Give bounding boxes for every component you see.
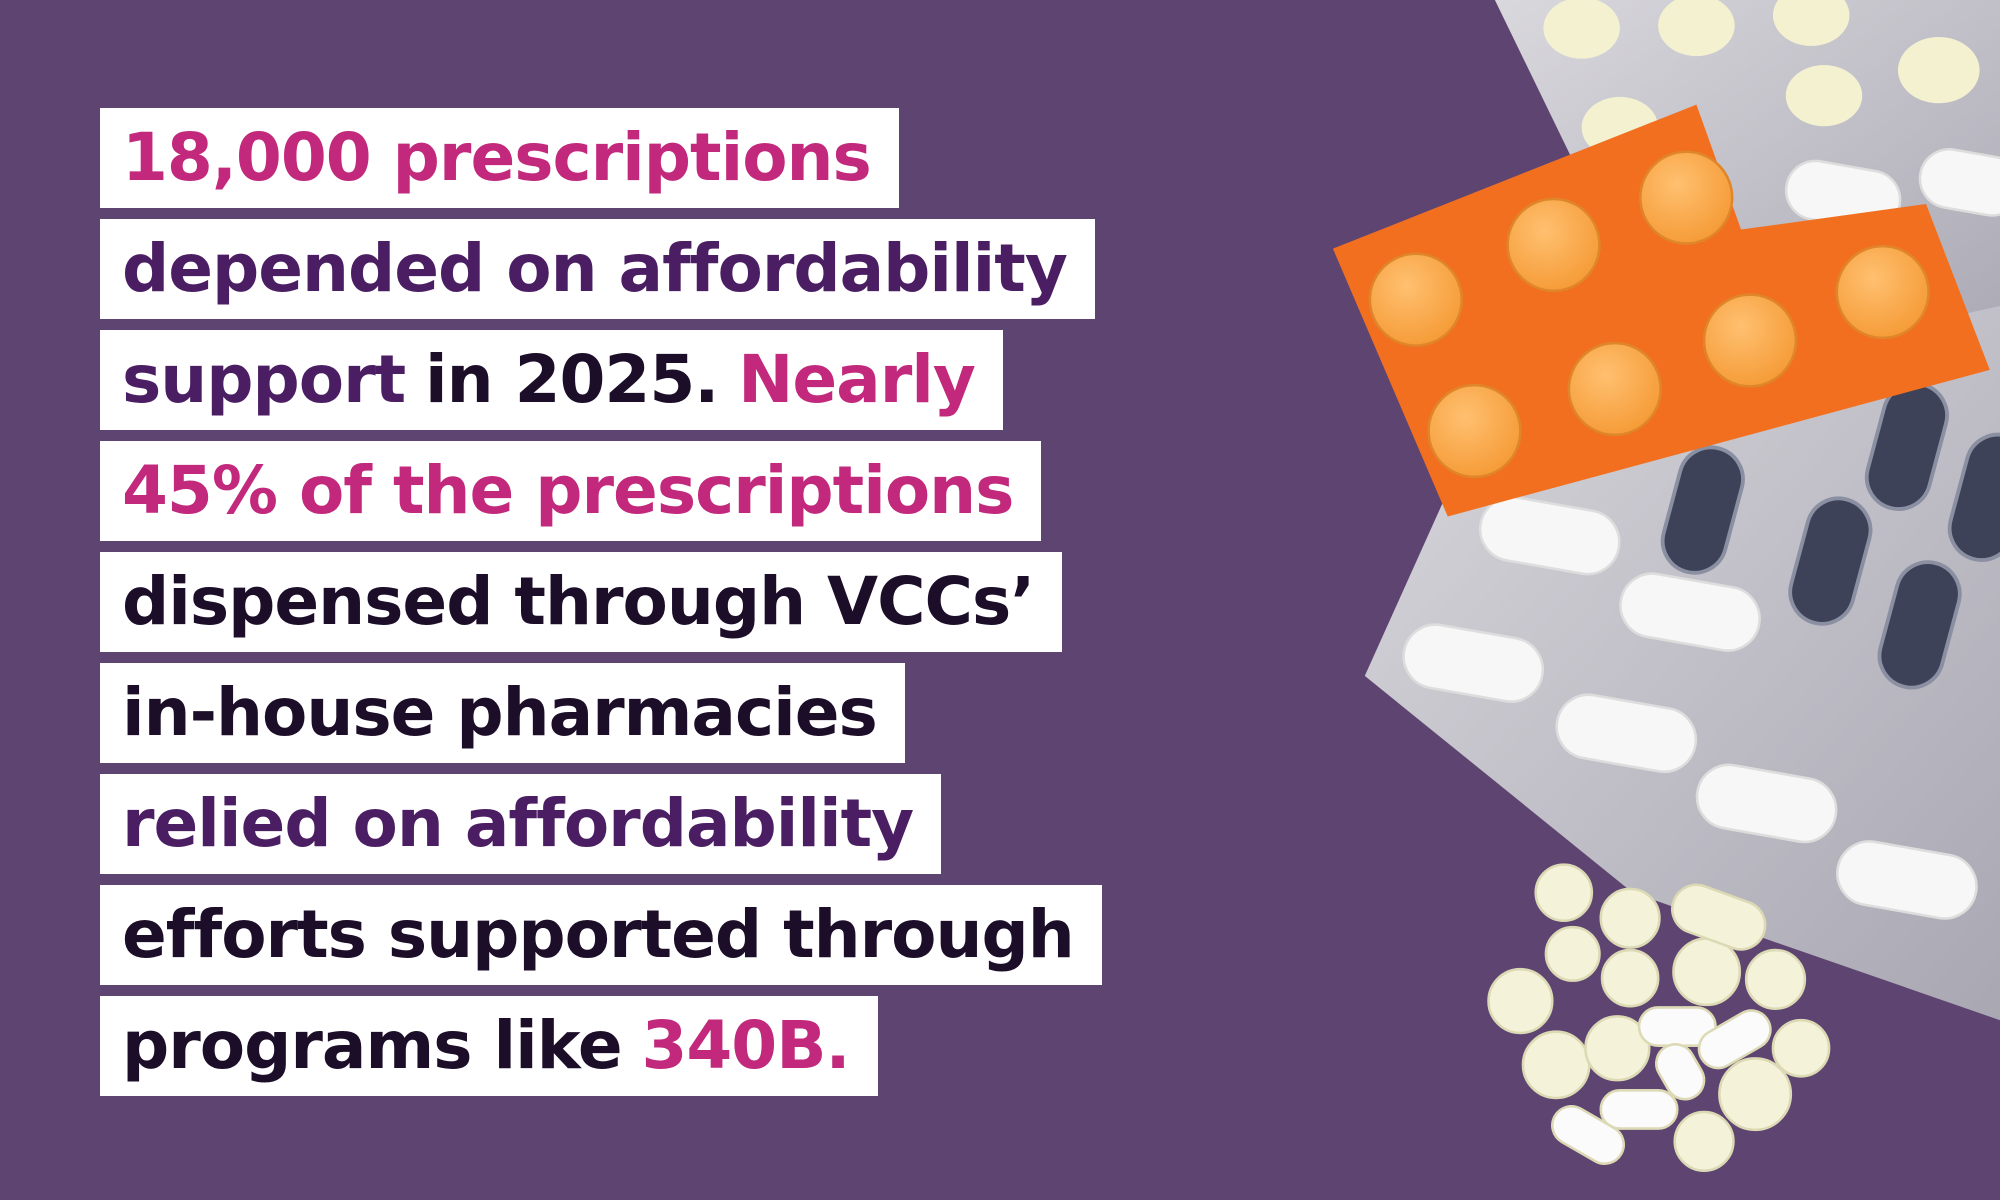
- text-segment: Nearly: [738, 341, 976, 418]
- text-segment: depended on affordability: [122, 230, 1068, 307]
- text-line: 45% of the prescriptions: [100, 441, 1042, 541]
- text-segment: relied on affordability: [122, 785, 914, 862]
- text-line: support in 2025. Nearly: [100, 330, 1003, 430]
- text-segment: in-house pharmacies: [122, 674, 878, 751]
- text-line: in-house pharmacies: [100, 663, 905, 763]
- text-line: relied on affordability: [100, 774, 942, 874]
- text-line: 18,000 prescriptions: [100, 108, 899, 208]
- text-segment: in 2025.: [425, 341, 719, 418]
- text-segment: support: [122, 341, 406, 418]
- text-line: efforts supported through: [100, 885, 1102, 985]
- text-segment: programs like: [122, 1007, 623, 1084]
- text-line: programs like 340B.: [100, 996, 878, 1096]
- text-line: dispensed through VCCs’: [100, 552, 1063, 652]
- text-segment: efforts supported through: [122, 896, 1075, 973]
- text-segment: dispensed through VCCs’: [122, 563, 1035, 640]
- text-segment: 45% of the prescriptions: [122, 452, 1014, 529]
- text-segment: 18,000 prescriptions: [122, 119, 872, 196]
- text-segment: 340B.: [641, 1007, 850, 1084]
- text-block: 18,000 prescriptions depended on affordab…: [100, 108, 1102, 1107]
- text-line: depended on affordability: [100, 219, 1095, 319]
